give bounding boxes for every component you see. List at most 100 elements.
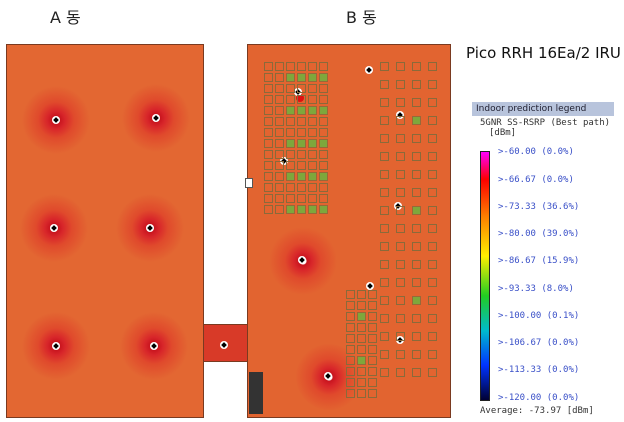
pico-rrh-icon[interactable] <box>365 66 373 74</box>
room-cell <box>286 172 295 181</box>
room-cell <box>264 150 273 159</box>
room-cell <box>380 224 389 233</box>
room-cell <box>286 117 295 126</box>
room-cell <box>319 62 328 71</box>
room-cell <box>286 183 295 192</box>
room-cell <box>308 95 317 104</box>
pico-rrh-icon[interactable] <box>280 157 288 165</box>
room-cell <box>412 368 421 377</box>
room-cell <box>368 334 377 343</box>
room-cell <box>428 224 437 233</box>
room-cell <box>264 84 273 93</box>
room-cell <box>319 172 328 181</box>
room-cell <box>380 134 389 143</box>
room-cell <box>412 296 421 305</box>
room-cell <box>396 116 405 125</box>
room-cell <box>396 314 405 323</box>
room-cell <box>428 296 437 305</box>
pico-rrh-icon[interactable] <box>50 224 58 232</box>
room-cell <box>319 194 328 203</box>
room-cell <box>275 117 284 126</box>
room-cell <box>380 62 389 71</box>
room-cell <box>396 368 405 377</box>
room-cell <box>275 128 284 137</box>
room-cell <box>368 367 377 376</box>
room-cell <box>396 134 405 143</box>
room-cell <box>319 95 328 104</box>
room-cell <box>396 296 405 305</box>
room-cell <box>275 194 284 203</box>
room-cell <box>428 368 437 377</box>
room-cell <box>428 170 437 179</box>
pico-rrh-icon[interactable] <box>150 342 158 350</box>
room-cell <box>308 62 317 71</box>
legend-row: >-86.67 (15.9%) <box>498 256 580 266</box>
room-cell <box>264 205 273 214</box>
room-cell <box>412 134 421 143</box>
room-cell <box>368 301 377 310</box>
room-cell <box>275 84 284 93</box>
room-cell <box>412 116 421 125</box>
pico-rrh-icon[interactable] <box>146 224 154 232</box>
legend-average: Average: -73.97 [dBm] <box>480 406 594 416</box>
pico-rrh-icon[interactable] <box>52 342 60 350</box>
room-cell <box>428 206 437 215</box>
room-cell <box>357 312 366 321</box>
room-cell <box>297 62 306 71</box>
pico-rrh-icon[interactable] <box>152 114 160 122</box>
room-cell <box>357 356 366 365</box>
room-cell <box>396 260 405 269</box>
legend-row: >-106.67 (0.0%) <box>498 338 580 348</box>
room-cell <box>428 332 437 341</box>
room-cell <box>319 106 328 115</box>
legend-color-scale <box>480 151 490 401</box>
room-cell <box>380 116 389 125</box>
red-marker-icon <box>296 94 304 102</box>
room-cell <box>286 205 295 214</box>
room-cell <box>412 170 421 179</box>
room-cell <box>297 106 306 115</box>
room-cell <box>319 150 328 159</box>
room-cell <box>264 194 273 203</box>
room-cell <box>357 345 366 354</box>
room-cell <box>308 150 317 159</box>
room-cell <box>368 356 377 365</box>
room-cell <box>319 128 328 137</box>
stairwell-block <box>249 372 263 414</box>
room-cell <box>308 161 317 170</box>
room-cell <box>357 290 366 299</box>
legend-header: Indoor prediction legend <box>472 102 614 116</box>
legend-unit: [dBm] <box>489 128 517 138</box>
room-cell <box>428 134 437 143</box>
pico-rrh-icon[interactable] <box>298 256 306 264</box>
room-cell <box>346 378 355 387</box>
room-cell <box>357 334 366 343</box>
room-cell <box>396 62 405 71</box>
room-cell <box>412 332 421 341</box>
room-cell <box>428 188 437 197</box>
pico-rrh-icon[interactable] <box>366 282 374 290</box>
pico-rrh-icon[interactable] <box>396 111 404 119</box>
pico-rrh-icon[interactable] <box>52 116 60 124</box>
door-marker <box>245 178 253 188</box>
legend-row: >-60.00 (0.0%) <box>498 147 574 157</box>
room-cell <box>357 378 366 387</box>
room-cell <box>275 172 284 181</box>
pico-rrh-icon[interactable] <box>220 341 228 349</box>
room-cell <box>380 80 389 89</box>
legend-row: >-66.67 (0.0%) <box>498 175 574 185</box>
room-cell <box>412 260 421 269</box>
legend-row: >-93.33 (8.0%) <box>498 284 574 294</box>
room-cell <box>297 183 306 192</box>
room-cell <box>286 161 295 170</box>
room-cell <box>275 161 284 170</box>
room-cell <box>308 172 317 181</box>
room-cell <box>396 98 405 107</box>
room-cell <box>428 260 437 269</box>
room-cell <box>264 117 273 126</box>
pico-rrh-icon[interactable] <box>324 372 332 380</box>
room-cell <box>380 206 389 215</box>
room-cell <box>428 80 437 89</box>
room-cell <box>319 73 328 82</box>
room-cell <box>412 152 421 161</box>
